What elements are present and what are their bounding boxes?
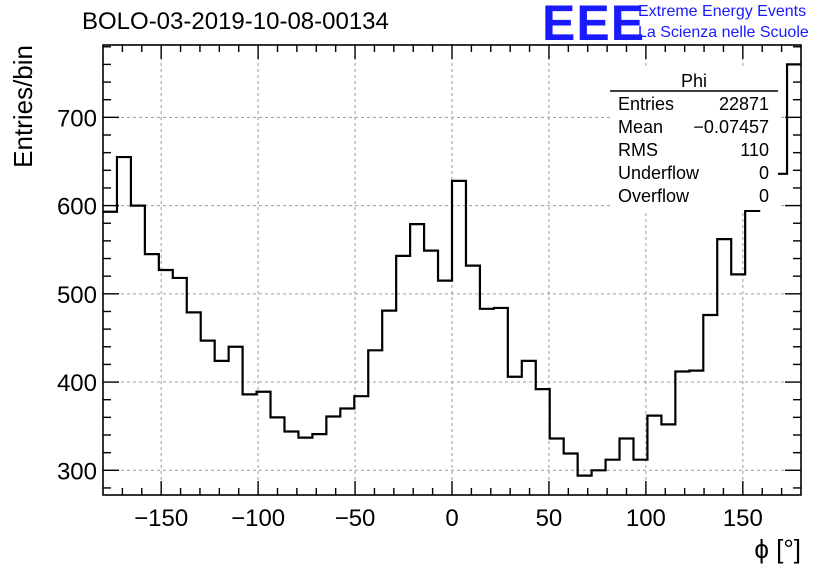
stats-box-title: Phi: [681, 71, 707, 91]
x-tick-label: 0: [445, 505, 458, 532]
y-tick-label: 300: [57, 458, 97, 485]
chart-title: BOLO-03-2019-10-08-00134: [82, 8, 389, 35]
y-tick-label: 600: [57, 194, 97, 221]
x-tick-label: −50: [335, 505, 376, 532]
logo-caption-line2: La Scienza nelle Scuole: [638, 24, 809, 41]
x-axis-label: ϕ [°]: [754, 534, 801, 564]
plot-frame: [102, 44, 802, 496]
histogram-line: [103, 63, 801, 477]
y-tick-label: 700: [57, 105, 97, 132]
stat-label-mean: Mean: [618, 117, 663, 137]
x-tick-label: −100: [231, 505, 285, 532]
stat-label-overflow: Overflow: [618, 186, 690, 206]
stat-label-rms: RMS: [618, 140, 658, 160]
stat-value-mean: −0.07457: [693, 117, 769, 137]
eee-logo-mark: EEE: [542, 0, 646, 51]
stat-value-rms: 110: [740, 140, 769, 160]
x-tick-label: 50: [536, 505, 563, 532]
eee-logo: EEE Extreme Energy Events La Scienza nel…: [542, 0, 832, 51]
y-axis-label: Entries/bin: [8, 45, 38, 168]
x-tick-label: 150: [723, 505, 763, 532]
logo-caption-line1: Extreme Energy Events: [638, 3, 807, 20]
stat-label-underflow: Underflow: [618, 163, 700, 183]
axis-ticks: [103, 45, 801, 495]
y-tick-label: 400: [57, 370, 97, 397]
stat-value-overflow: 0: [759, 186, 769, 206]
x-tick-label: −150: [134, 505, 188, 532]
stats-box: Phi Entries 22871 Mean −0.07457 RMS 110 …: [610, 68, 778, 210]
y-tick-label: 500: [57, 282, 97, 309]
stat-value-underflow: 0: [759, 163, 769, 183]
stat-value-entries: 22871: [719, 94, 769, 114]
x-tick-labels: −150 −100 −50 0 50 100 150: [134, 505, 763, 532]
x-tick-label: 100: [626, 505, 666, 532]
y-tick-labels: 300 400 500 600 700: [57, 105, 97, 485]
stat-label-entries: Entries: [618, 94, 674, 114]
